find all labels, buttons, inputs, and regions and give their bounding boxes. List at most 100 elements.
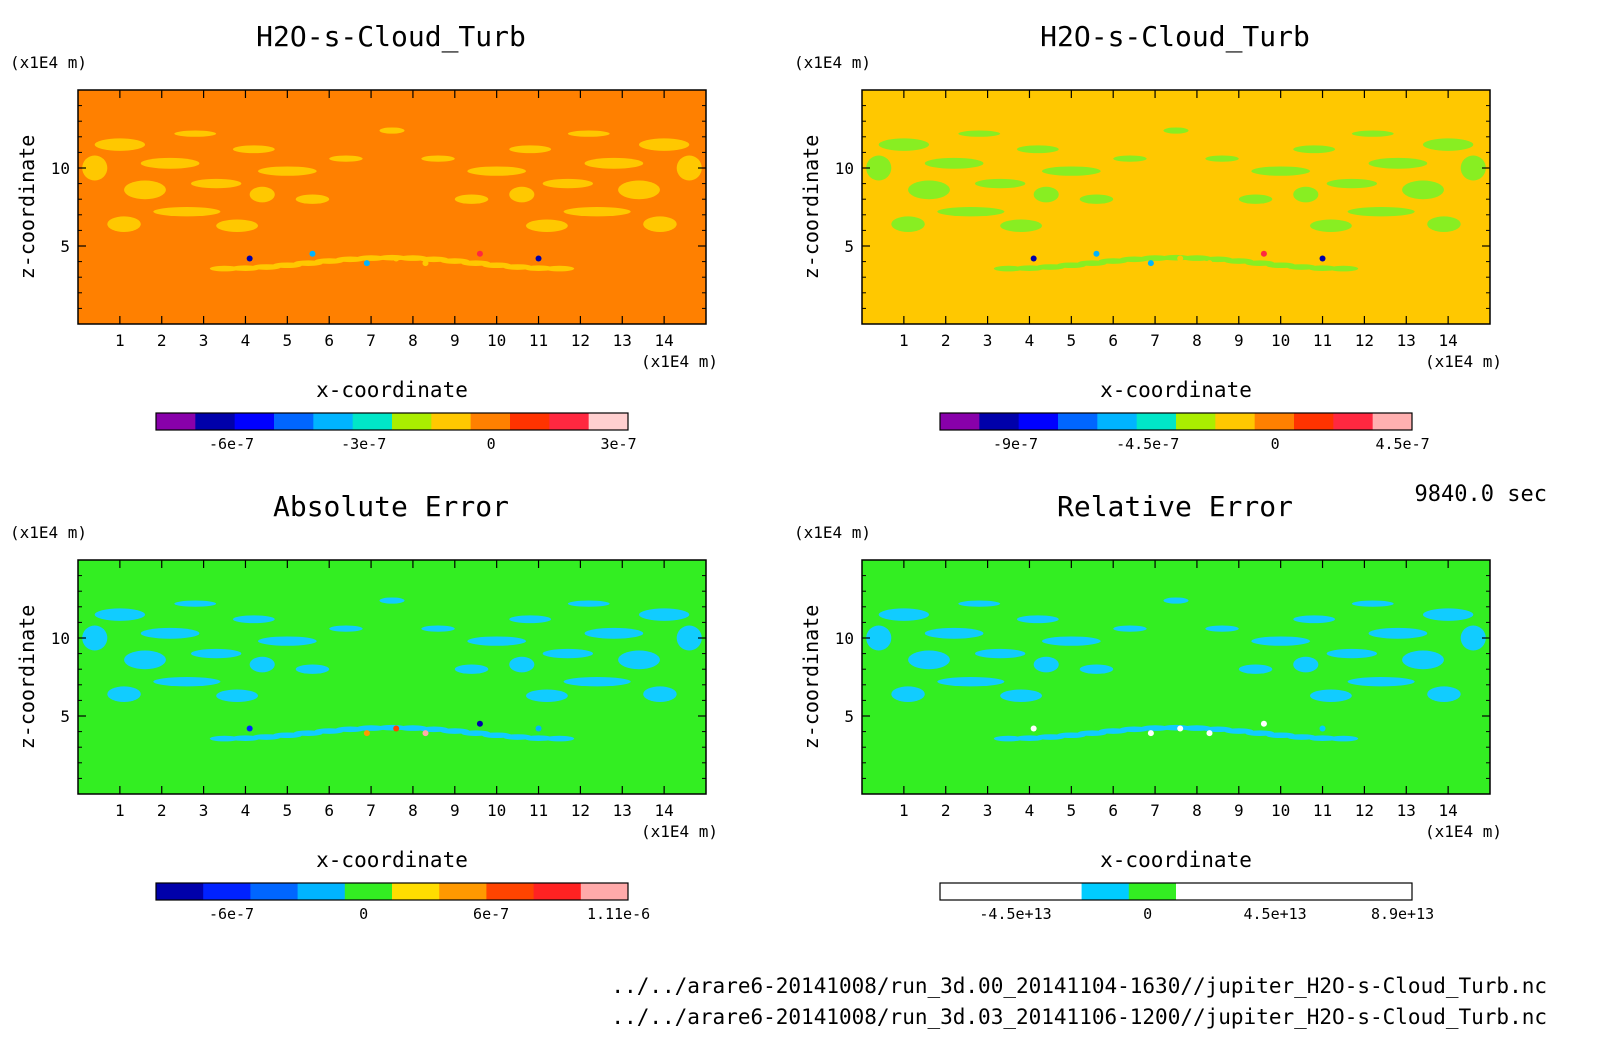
field-spot bbox=[1260, 720, 1267, 727]
colorbar-segment bbox=[1136, 413, 1177, 430]
colorbar-segment bbox=[1018, 413, 1059, 430]
y-axis-label: z-coordinate bbox=[799, 605, 823, 750]
y-unit-label: (x1E4 m) bbox=[10, 53, 87, 72]
colorbar-segment bbox=[1176, 883, 1224, 900]
y-tick-label: 10 bbox=[835, 159, 854, 178]
y-unit-label: (x1E4 m) bbox=[794, 53, 871, 72]
field-feature bbox=[329, 155, 363, 162]
x-axis-label: x-coordinate bbox=[316, 378, 468, 402]
y-tick-label: 10 bbox=[51, 159, 70, 178]
field-feature bbox=[1402, 180, 1444, 200]
x-tick-label: 11 bbox=[529, 331, 548, 350]
field-feature bbox=[1238, 664, 1273, 674]
field-feature bbox=[232, 145, 275, 154]
field-spot bbox=[422, 260, 429, 267]
x-tick-label: 1 bbox=[115, 331, 125, 350]
field-feature bbox=[1326, 178, 1377, 189]
field-feature bbox=[937, 207, 1005, 217]
x-tick-label: 7 bbox=[366, 331, 376, 350]
field-feature bbox=[249, 656, 275, 673]
field-spot bbox=[1093, 720, 1100, 727]
field-background bbox=[78, 90, 706, 324]
x-tick-label: 7 bbox=[366, 801, 376, 820]
colorbar-segment bbox=[1254, 413, 1295, 430]
field-feature bbox=[643, 686, 677, 702]
colorbar-segment bbox=[392, 413, 432, 430]
x-tick-label: 11 bbox=[1313, 801, 1332, 820]
panel-2: H2O-s-Cloud_Turb(x1E4 m)1 2 3 4 5 6 7 8 9 10 11 12 1… bbox=[794, 20, 1502, 453]
colorbar-segment bbox=[250, 883, 299, 900]
field-feature bbox=[643, 216, 677, 232]
field-feature bbox=[1347, 207, 1415, 217]
colorbar-segment bbox=[234, 413, 275, 430]
colorbar-segment bbox=[1270, 883, 1319, 900]
field-feature bbox=[82, 155, 108, 181]
field-spot bbox=[1206, 730, 1213, 737]
x-tick-label: 10 bbox=[487, 331, 506, 350]
y-tick-label: 5 bbox=[60, 237, 70, 256]
colorbar-segment bbox=[580, 883, 629, 900]
colorbar-tick-label: -4.5e+13 bbox=[979, 905, 1051, 923]
field-spot bbox=[1177, 725, 1184, 732]
x-tick-label: 6 bbox=[324, 801, 334, 820]
field-feature bbox=[140, 627, 200, 639]
colorbar-segment bbox=[533, 883, 582, 900]
field-feature bbox=[379, 597, 405, 604]
y-unit-label: (x1E4 m) bbox=[794, 523, 871, 542]
y-tick-label: 10 bbox=[835, 629, 854, 648]
field-feature bbox=[467, 636, 526, 646]
field-feature bbox=[1033, 656, 1059, 673]
field-feature bbox=[1347, 677, 1415, 687]
x-tick-label: 13 bbox=[1397, 801, 1416, 820]
colorbar-segment bbox=[195, 413, 236, 430]
field-spot bbox=[1206, 260, 1213, 267]
x-tick-label: 8 bbox=[408, 331, 418, 350]
panels: H2O-s-Cloud_Turb(x1E4 m)1 2 3 4 5 6 7 8 9 10 11 12 1… bbox=[10, 20, 1502, 923]
x-tick-label: 9 bbox=[450, 801, 460, 820]
x-tick-label: 14 bbox=[655, 331, 674, 350]
colorbar-segment bbox=[940, 883, 988, 900]
field-spot bbox=[1260, 250, 1267, 257]
colorbar-segment bbox=[392, 883, 440, 900]
field-feature bbox=[216, 689, 259, 702]
field-feature bbox=[1368, 157, 1428, 169]
field-feature bbox=[1163, 597, 1189, 604]
x-tick-label: 5 bbox=[283, 801, 293, 820]
x-tick-label: 2 bbox=[157, 331, 167, 350]
colorbar-frame bbox=[155, 882, 629, 901]
colorbar-segment bbox=[987, 883, 1035, 900]
field-feature bbox=[174, 600, 217, 607]
x-tick-label: 7 bbox=[1150, 331, 1160, 350]
colorbar-segment bbox=[344, 883, 393, 900]
field-feature bbox=[509, 615, 552, 624]
field-feature bbox=[1351, 600, 1394, 607]
field-feature bbox=[1309, 689, 1352, 702]
panel-title: Relative Error bbox=[1057, 490, 1293, 523]
field-feature bbox=[542, 648, 593, 659]
x-tick-label: 10 bbox=[1271, 801, 1290, 820]
field-feature bbox=[924, 157, 984, 169]
field-feature bbox=[1309, 219, 1352, 232]
field-feature bbox=[1205, 625, 1239, 632]
colorbar-tick-label: 8.9e+13 bbox=[1371, 905, 1434, 923]
colorbar-segment bbox=[549, 413, 590, 430]
plot-frame bbox=[77, 559, 707, 795]
x-tick-label: 14 bbox=[1439, 801, 1458, 820]
field-feature bbox=[140, 157, 200, 169]
field-feature bbox=[295, 194, 330, 204]
x-tick-label: 4 bbox=[1025, 801, 1035, 820]
field-feature bbox=[258, 636, 317, 646]
field-feature bbox=[878, 608, 929, 621]
y-axis-label: z-coordinate bbox=[799, 135, 823, 280]
y-tick-label: 5 bbox=[844, 707, 854, 726]
colorbar-tick-label: 4.5e-7 bbox=[1375, 435, 1429, 453]
x-tick-label: 10 bbox=[1271, 331, 1290, 350]
colorbar-tick-label: -6e-7 bbox=[209, 435, 254, 453]
field-spot bbox=[393, 255, 400, 262]
field-feature bbox=[1079, 194, 1114, 204]
field-feature bbox=[1293, 656, 1319, 673]
field-feature bbox=[1238, 194, 1273, 204]
field-spot bbox=[1147, 260, 1154, 267]
x-tick-label: 3 bbox=[983, 801, 993, 820]
